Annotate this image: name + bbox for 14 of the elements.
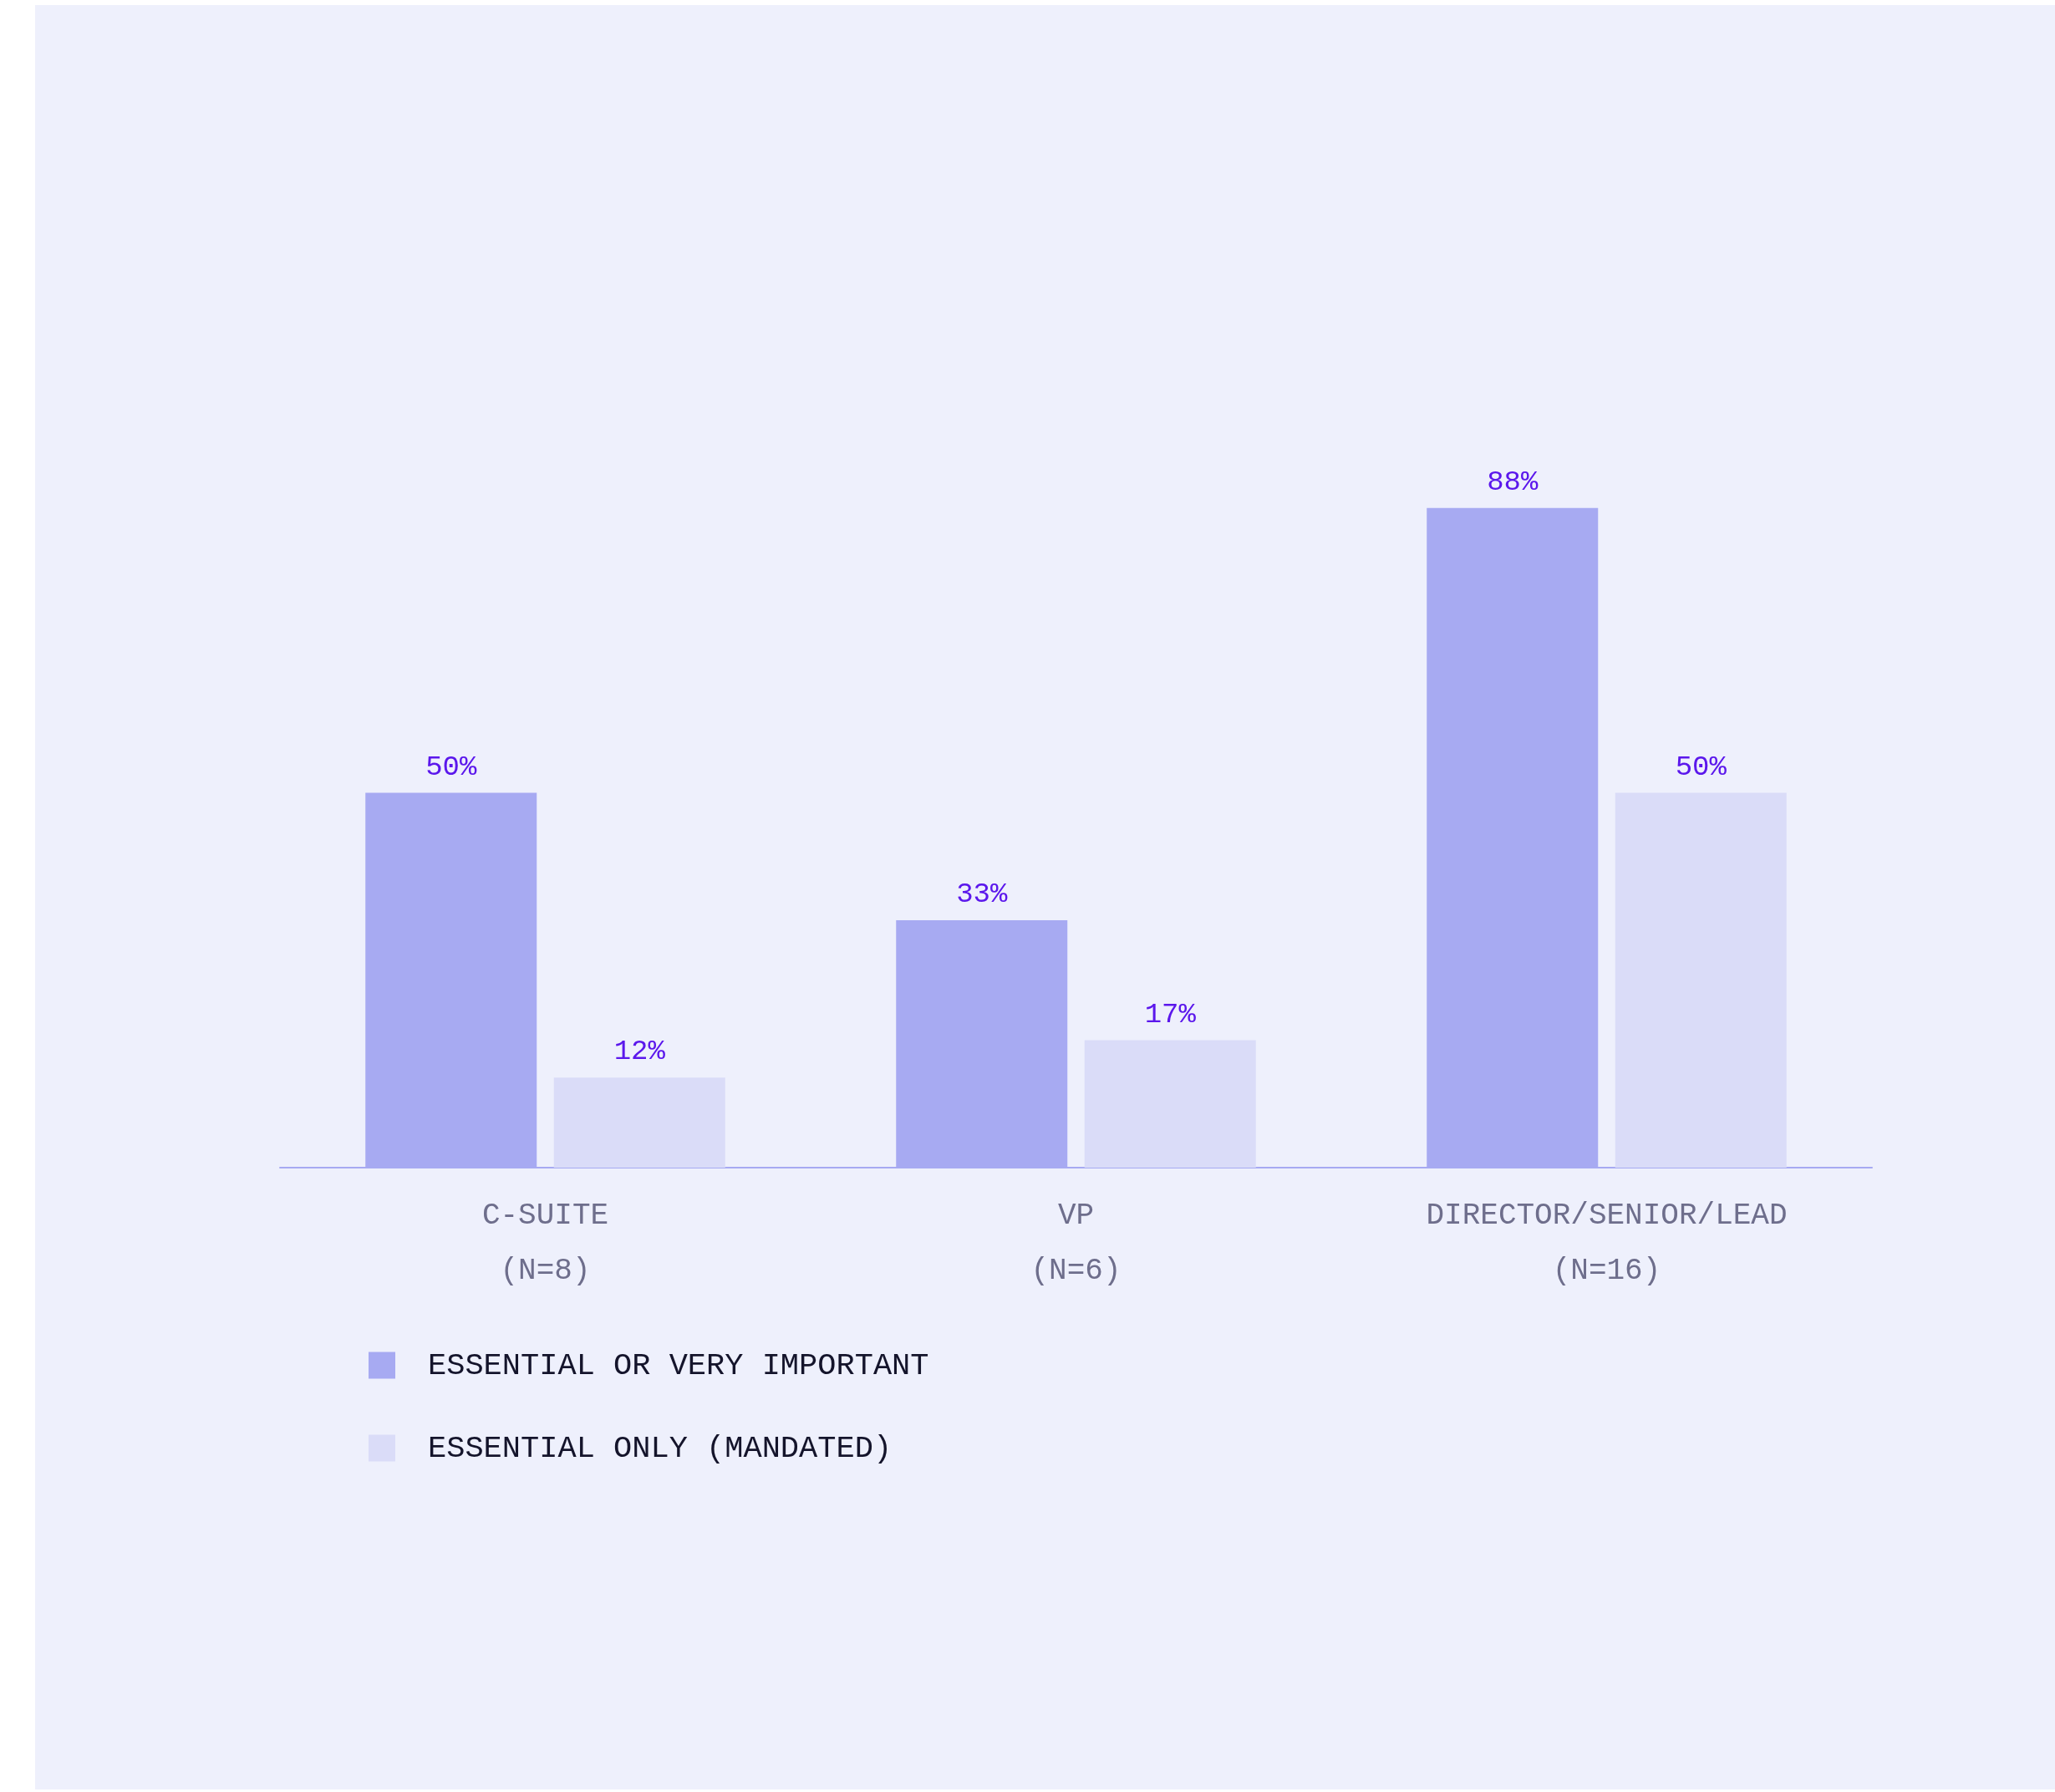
x-tick-label: VP (N=6) — [1030, 1198, 1122, 1288]
bar — [553, 1077, 725, 1168]
data-label: 17% — [1144, 998, 1197, 1031]
bar — [1615, 792, 1787, 1168]
bar — [1084, 1040, 1256, 1168]
data-label: 88% — [1487, 466, 1539, 498]
x-tick-label: C-SUITE (N=8) — [481, 1198, 609, 1288]
x-tick-label: DIRECTOR/SENIOR/LEAD (N=16) — [1426, 1198, 1788, 1288]
data-label: 50% — [1675, 751, 1727, 783]
legend-label: ESSENTIAL OR VERY IMPORTANT — [428, 1347, 929, 1383]
data-label: 33% — [956, 878, 1008, 910]
legend-label: ESSENTIAL ONLY (MANDATED) — [428, 1430, 893, 1466]
data-label: 50% — [425, 751, 477, 783]
data-label: 12% — [613, 1036, 666, 1068]
